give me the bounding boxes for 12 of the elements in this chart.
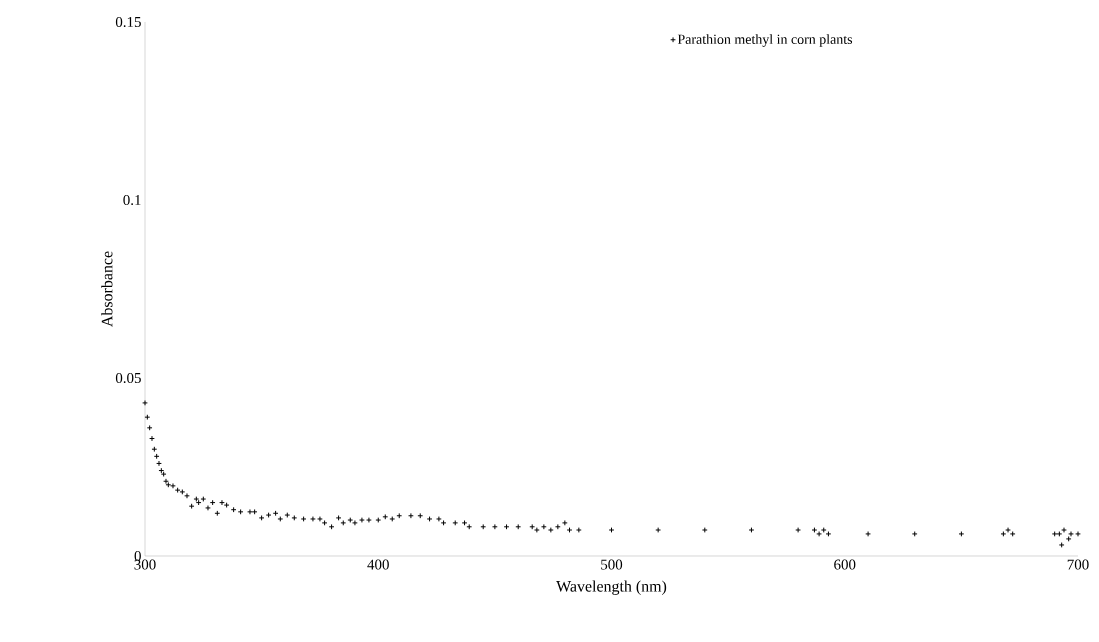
x-tick-label: 400 (367, 559, 389, 570)
x-axis-title: Wavelength (nm) (556, 580, 667, 595)
legend-label: Parathion methyl in corn plants (677, 34, 853, 47)
x-tick-label: 300 (134, 559, 156, 570)
y-axis-title: Absorbance (101, 251, 113, 327)
x-tick-label: 500 (601, 559, 623, 570)
x-tick-label: 600 (834, 559, 856, 570)
y-tick-label: 0.05 (115, 372, 141, 384)
x-tick-label: 700 (1067, 559, 1089, 570)
y-tick-label: 0.1 (123, 194, 141, 206)
y-tick-label: 0.15 (115, 16, 141, 28)
y-tick-label: 0 (134, 550, 141, 562)
